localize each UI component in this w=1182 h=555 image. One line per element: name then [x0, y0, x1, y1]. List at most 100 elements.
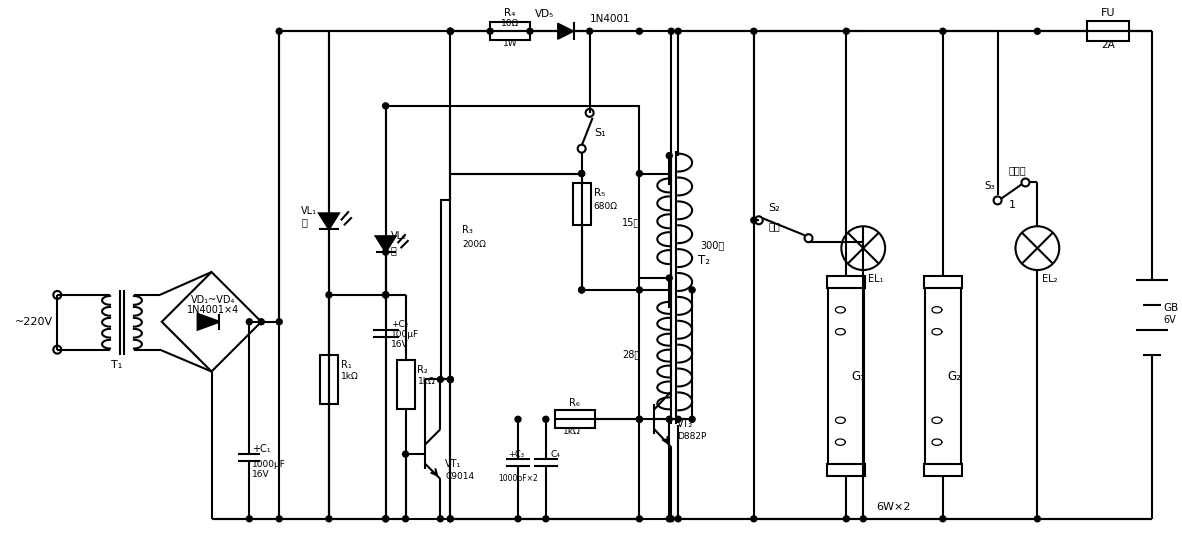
Bar — [397, 360, 415, 410]
Circle shape — [675, 516, 681, 522]
Text: 6V: 6V — [1164, 315, 1176, 325]
Circle shape — [447, 516, 454, 522]
Circle shape — [437, 376, 443, 382]
Circle shape — [579, 170, 585, 176]
Text: R₅: R₅ — [593, 189, 605, 199]
Circle shape — [259, 319, 265, 325]
Text: +C₃: +C₃ — [508, 450, 524, 458]
Text: C₄: C₄ — [551, 450, 560, 458]
Circle shape — [246, 319, 252, 325]
Circle shape — [636, 416, 642, 422]
Circle shape — [447, 28, 454, 34]
Circle shape — [515, 416, 521, 422]
Text: G₁: G₁ — [851, 370, 865, 382]
Text: 16V: 16V — [390, 340, 408, 349]
Text: FU: FU — [1100, 8, 1116, 18]
Circle shape — [1034, 516, 1040, 522]
Polygon shape — [319, 213, 339, 229]
Circle shape — [675, 416, 681, 422]
Circle shape — [447, 376, 454, 382]
Circle shape — [1034, 28, 1040, 34]
Text: 1kΩ: 1kΩ — [563, 427, 580, 436]
Circle shape — [668, 28, 674, 34]
Circle shape — [843, 516, 850, 522]
Bar — [827, 276, 865, 288]
Circle shape — [751, 516, 756, 522]
Text: 1kΩ: 1kΩ — [417, 377, 435, 386]
Text: VL₂: VL₂ — [390, 231, 407, 241]
Circle shape — [383, 103, 389, 109]
Text: S₃: S₃ — [985, 181, 995, 191]
Circle shape — [383, 516, 389, 522]
Text: 300匝: 300匝 — [700, 240, 725, 250]
Circle shape — [326, 516, 332, 522]
Circle shape — [940, 28, 946, 34]
Text: 1N4001×4: 1N4001×4 — [188, 305, 240, 315]
Circle shape — [579, 287, 585, 293]
Text: 680Ω: 680Ω — [593, 202, 618, 211]
Circle shape — [940, 516, 946, 522]
Text: R₂: R₂ — [417, 365, 428, 375]
Bar — [450, 106, 639, 519]
Circle shape — [667, 416, 673, 422]
Circle shape — [667, 153, 673, 159]
Circle shape — [246, 516, 252, 522]
Text: 15匝: 15匝 — [622, 217, 641, 228]
Circle shape — [751, 218, 756, 223]
Text: 1000pF×2: 1000pF×2 — [498, 475, 538, 483]
Text: 10Ω: 10Ω — [501, 19, 519, 28]
Circle shape — [277, 516, 282, 522]
Text: 28匝: 28匝 — [622, 350, 641, 360]
Circle shape — [689, 287, 695, 293]
Text: 1kΩ: 1kΩ — [340, 372, 358, 381]
Text: R₃: R₃ — [462, 225, 473, 235]
Circle shape — [383, 292, 389, 298]
Bar — [926, 285, 961, 467]
Circle shape — [447, 516, 454, 522]
Bar — [320, 355, 338, 405]
Circle shape — [515, 516, 521, 522]
Bar — [554, 410, 595, 428]
Bar — [573, 184, 591, 225]
Circle shape — [689, 416, 695, 422]
Circle shape — [447, 28, 454, 34]
Text: S₂: S₂ — [768, 203, 780, 213]
Circle shape — [543, 516, 548, 522]
Circle shape — [437, 516, 443, 522]
Text: VT₁: VT₁ — [446, 459, 462, 469]
Text: R₄: R₄ — [505, 8, 515, 18]
Bar — [491, 22, 530, 40]
Text: VD₁~VD₄: VD₁~VD₄ — [191, 295, 235, 305]
Text: R₁: R₁ — [340, 360, 351, 370]
Circle shape — [636, 28, 642, 34]
Circle shape — [543, 416, 548, 422]
Bar — [829, 285, 864, 467]
Circle shape — [447, 28, 454, 34]
Text: 1N4001: 1N4001 — [590, 14, 630, 24]
Text: 闪烁灯: 闪烁灯 — [1008, 165, 1026, 175]
Text: +C₂: +C₂ — [390, 320, 408, 329]
Text: R₆: R₆ — [570, 398, 580, 408]
Polygon shape — [376, 236, 396, 252]
Circle shape — [667, 516, 673, 522]
Text: EL₂: EL₂ — [1043, 274, 1058, 284]
Text: T₁: T₁ — [111, 360, 123, 370]
Bar — [1087, 21, 1129, 41]
Circle shape — [668, 516, 674, 522]
Circle shape — [403, 516, 409, 522]
Text: 16V: 16V — [252, 470, 269, 478]
Bar — [441, 200, 460, 380]
Text: VL₁: VL₁ — [301, 206, 317, 216]
Circle shape — [636, 516, 642, 522]
Text: 2A: 2A — [1102, 40, 1115, 50]
Circle shape — [579, 170, 585, 176]
Circle shape — [527, 28, 533, 34]
Bar — [924, 464, 962, 476]
Circle shape — [403, 451, 409, 457]
Text: S₁: S₁ — [595, 128, 606, 138]
Text: EL₁: EL₁ — [869, 274, 884, 284]
Circle shape — [586, 28, 592, 34]
Bar — [827, 464, 865, 476]
Text: G₂: G₂ — [948, 370, 962, 382]
Text: 100μF: 100μF — [390, 330, 418, 339]
